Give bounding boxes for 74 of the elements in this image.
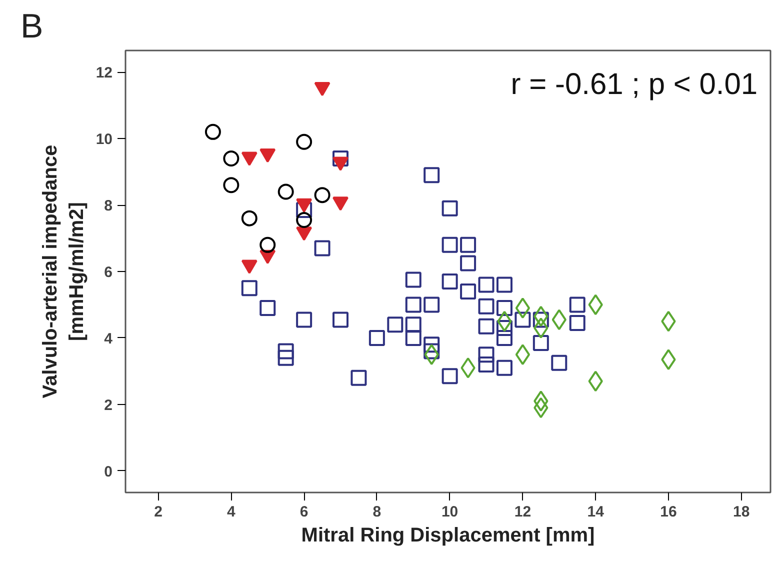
x-tick-label: 16 bbox=[660, 504, 677, 520]
x-tick-label: 4 bbox=[227, 504, 236, 520]
point bbox=[442, 368, 458, 384]
point bbox=[424, 167, 440, 184]
point bbox=[496, 300, 512, 316]
point bbox=[496, 276, 512, 293]
y-tick-label: 10 bbox=[96, 131, 113, 148]
point bbox=[314, 240, 330, 256]
x-tick-label: 8 bbox=[372, 504, 382, 520]
annotation: r = -0.61 ; p < 0.01 bbox=[510, 68, 758, 102]
point bbox=[478, 346, 494, 363]
point bbox=[569, 315, 586, 332]
point bbox=[532, 312, 549, 328]
y-tick-label: 4 bbox=[104, 330, 114, 348]
point bbox=[424, 343, 440, 360]
point bbox=[296, 202, 312, 218]
x-tick-label: 14 bbox=[587, 504, 605, 520]
point bbox=[496, 360, 512, 376]
point bbox=[332, 312, 348, 328]
point bbox=[314, 187, 330, 204]
point bbox=[515, 298, 530, 319]
text: B bbox=[20, 8, 44, 46]
point bbox=[332, 150, 348, 167]
y-tick-label: 12 bbox=[96, 64, 113, 82]
point bbox=[442, 236, 458, 253]
point bbox=[460, 236, 476, 253]
point bbox=[405, 316, 422, 333]
point bbox=[478, 298, 494, 314]
point bbox=[278, 350, 294, 366]
point bbox=[514, 312, 531, 328]
y-tick-label: 2 bbox=[104, 396, 112, 414]
point bbox=[405, 296, 422, 313]
point bbox=[296, 312, 312, 328]
point bbox=[223, 177, 240, 194]
point bbox=[296, 134, 312, 150]
x-axis-title: Mitral Ring Displacement [mm] bbox=[301, 524, 595, 546]
point bbox=[569, 296, 586, 313]
point bbox=[515, 344, 530, 366]
x-tick-label: 10 bbox=[441, 504, 458, 520]
point bbox=[278, 184, 294, 200]
x-tick-label: 6 bbox=[300, 504, 308, 520]
point bbox=[478, 318, 494, 334]
x-tick-label: 18 bbox=[733, 504, 750, 520]
point bbox=[241, 210, 258, 226]
point bbox=[260, 236, 276, 253]
point bbox=[405, 272, 422, 288]
point bbox=[551, 354, 568, 371]
point bbox=[424, 336, 440, 353]
point bbox=[496, 330, 512, 346]
point bbox=[405, 330, 422, 346]
point bbox=[296, 212, 312, 228]
y-tick-label: 8 bbox=[104, 198, 112, 215]
y-tick-label: 0 bbox=[104, 463, 112, 480]
point bbox=[460, 283, 476, 300]
point bbox=[478, 356, 494, 373]
point bbox=[350, 370, 367, 386]
point bbox=[442, 200, 458, 216]
point bbox=[204, 124, 221, 140]
point bbox=[387, 316, 404, 333]
point bbox=[532, 334, 549, 351]
y-tick-label: 6 bbox=[104, 264, 112, 281]
y-axis-title: Valvulo-arterial impedance [mmHg/ml/m2] bbox=[39, 144, 88, 398]
point bbox=[241, 280, 258, 296]
point bbox=[278, 343, 294, 360]
point bbox=[460, 255, 476, 272]
point bbox=[260, 300, 276, 316]
x-tick-label: 12 bbox=[514, 504, 532, 520]
point bbox=[442, 273, 458, 290]
point bbox=[496, 320, 512, 336]
point bbox=[223, 150, 240, 166]
point bbox=[478, 276, 494, 293]
point bbox=[368, 330, 385, 346]
x-tick-label: 2 bbox=[154, 504, 162, 520]
point bbox=[424, 296, 440, 313]
